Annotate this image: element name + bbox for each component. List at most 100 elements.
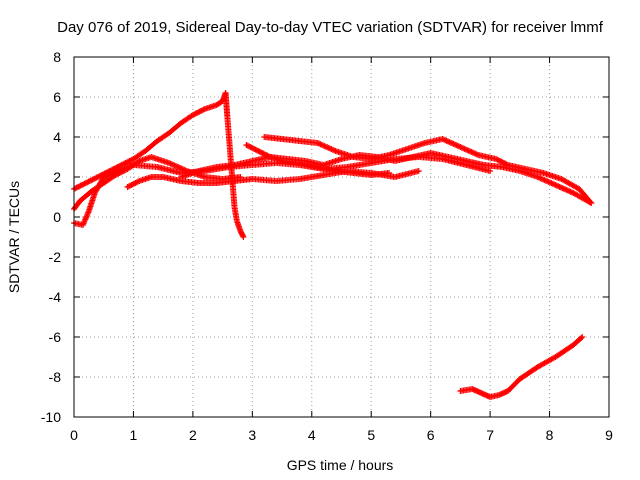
data-trace — [429, 150, 451, 160]
data-trace — [316, 140, 338, 154]
data-trace — [506, 162, 528, 172]
data-point — [493, 156, 500, 162]
y-tick-label: -2 — [49, 249, 62, 265]
data-point — [552, 182, 559, 188]
data-trace — [155, 130, 171, 144]
plot-frame — [73, 56, 610, 418]
data-trace — [179, 168, 201, 180]
data-trace — [71, 199, 83, 211]
x-tick-label: 9 — [605, 427, 613, 443]
data-trace — [518, 364, 540, 382]
y-tick-label: 8 — [53, 49, 61, 65]
data-point — [534, 174, 541, 180]
data-point — [243, 142, 250, 148]
data-trace — [90, 180, 106, 194]
data-trace — [161, 174, 183, 184]
data-trace — [369, 152, 391, 162]
data-trace — [231, 205, 240, 223]
data-trace — [458, 144, 480, 158]
data-trace — [197, 164, 219, 174]
data-trace — [298, 138, 320, 146]
data-trace — [214, 98, 225, 108]
chart-title: Day 076 of 2019, Sidereal Day-to-day VTE… — [57, 19, 604, 36]
data-trace — [244, 142, 260, 154]
y-tick-label: 0 — [53, 209, 61, 225]
data-trace — [571, 335, 585, 347]
data-trace — [536, 354, 558, 370]
data-trace — [250, 160, 278, 168]
x-tick-label: 8 — [546, 427, 554, 443]
data-trace — [96, 168, 112, 180]
data-trace — [125, 158, 142, 172]
x-tick-label: 5 — [367, 427, 375, 443]
data-trace — [78, 189, 94, 203]
data-trace — [167, 160, 189, 174]
y-tick-label: -8 — [49, 369, 62, 385]
data-point — [314, 140, 321, 146]
data-trace — [559, 176, 581, 192]
data-trace — [423, 136, 445, 146]
data-point — [189, 112, 196, 118]
data-trace — [334, 148, 355, 160]
data-trace — [191, 106, 207, 118]
data-trace — [86, 191, 98, 213]
data-point — [94, 174, 101, 180]
y-tick-label: 4 — [53, 129, 61, 145]
data-trace — [143, 139, 160, 153]
data-trace — [304, 158, 326, 168]
y-tick-label: -6 — [49, 329, 62, 345]
y-tick-label: -10 — [41, 409, 61, 425]
data-trace — [542, 170, 563, 182]
data-trace — [345, 160, 373, 170]
data-point — [100, 174, 107, 180]
data-trace — [224, 115, 233, 149]
data-trace — [119, 156, 136, 168]
x-tick-label: 7 — [486, 427, 494, 443]
data-trace — [107, 162, 124, 174]
data-point — [386, 170, 393, 176]
data-point — [166, 160, 173, 166]
data-point — [439, 136, 446, 142]
data-point — [588, 200, 595, 206]
data-trace — [84, 174, 100, 186]
x-tick-label: 1 — [130, 427, 138, 443]
data-layer — [71, 90, 595, 400]
data-point — [124, 184, 131, 190]
data-point — [112, 172, 119, 178]
data-trace — [179, 112, 195, 126]
data-trace — [155, 164, 183, 176]
y-tick-labels: -10 -8 -6 -4 -2 0 2 4 6 8 — [41, 49, 61, 425]
data-trace — [125, 178, 142, 190]
data-trace — [102, 166, 124, 180]
data-trace — [577, 187, 594, 205]
data-trace — [131, 148, 148, 162]
data-trace — [500, 164, 522, 174]
data-trace — [440, 136, 463, 150]
x-tick-label: 4 — [308, 427, 316, 443]
data-trace — [222, 91, 231, 119]
tick-layer — [73, 56, 610, 418]
data-point — [82, 180, 89, 186]
x-tick-label: 0 — [70, 427, 78, 443]
data-trace — [102, 172, 118, 186]
y-axis-label: SDTVAR / TECUs — [6, 181, 22, 293]
x-axis-label: GPS time / hours — [287, 457, 394, 473]
data-trace — [393, 154, 415, 164]
data-trace — [250, 176, 278, 184]
data-point — [487, 168, 494, 174]
y-tick-label: 2 — [53, 169, 61, 185]
data-trace — [553, 342, 576, 360]
y-tick-label: -4 — [49, 289, 62, 305]
data-trace — [226, 145, 235, 179]
data-trace — [441, 156, 468, 168]
x-tick-label: 3 — [248, 427, 256, 443]
data-trace — [167, 121, 183, 135]
y-tick-label: 6 — [53, 89, 61, 105]
data-trace — [518, 168, 540, 180]
data-point — [255, 148, 262, 154]
data-trace — [464, 162, 492, 174]
series-track-g — [261, 134, 595, 206]
x-tick-label: 2 — [189, 427, 197, 443]
data-trace — [524, 166, 546, 176]
